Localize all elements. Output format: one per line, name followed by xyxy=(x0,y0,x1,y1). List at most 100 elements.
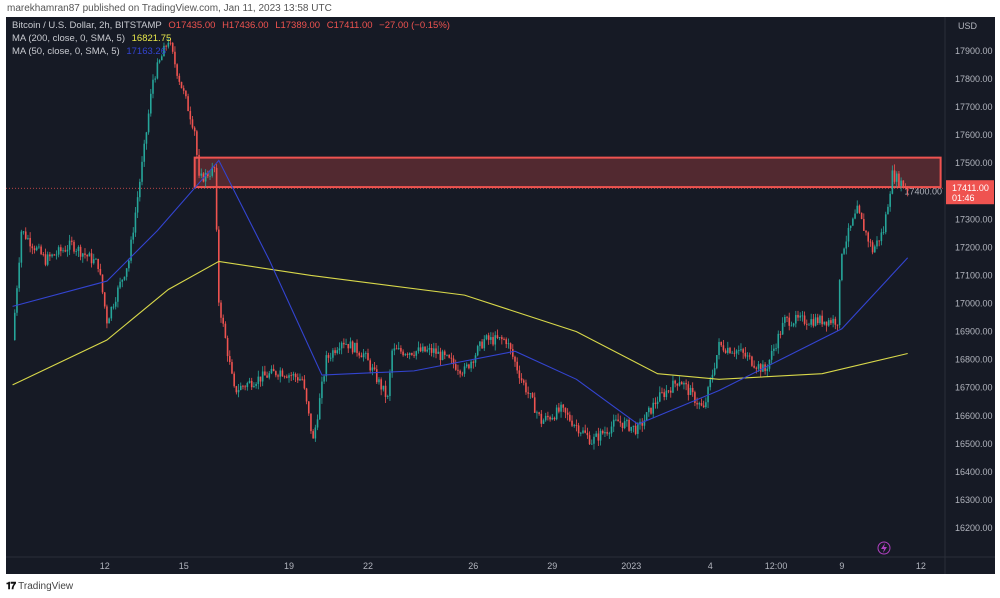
candle-body xyxy=(81,253,84,257)
candle-body xyxy=(580,432,582,434)
candle-body xyxy=(310,413,312,432)
candle-body xyxy=(540,413,543,424)
candle-body xyxy=(354,342,356,353)
candle-body xyxy=(33,248,36,251)
candle-body xyxy=(481,341,483,349)
candle-body xyxy=(588,435,591,445)
candle-body xyxy=(66,249,69,252)
candle-body xyxy=(279,370,282,377)
candle-body xyxy=(60,247,62,252)
candle-body xyxy=(849,225,852,228)
candle-body xyxy=(867,232,870,242)
candle-body xyxy=(156,62,159,79)
ma50-label: MA (50, close, 0, SMA, 5) xyxy=(12,46,120,57)
price-tick-label: 17600.00 xyxy=(955,130,993,140)
candle-body xyxy=(112,306,115,308)
candle-body xyxy=(277,375,279,377)
candle-body xyxy=(108,318,110,324)
candle-body xyxy=(303,379,306,389)
candle-body xyxy=(834,318,837,325)
candle-body xyxy=(323,376,325,382)
candle-body xyxy=(389,372,391,397)
candle-body xyxy=(384,385,387,397)
candle-body xyxy=(590,443,593,445)
candle-body xyxy=(171,43,174,52)
candle-body xyxy=(301,378,303,380)
ma50-legend[interactable]: MA (50, close, 0, SMA, 5) 17163.26 xyxy=(12,46,170,57)
price-tick-label: 17100.00 xyxy=(955,270,993,280)
candlestick-chart[interactable]: USD 16200.00 16300.00 16400.00 16500.00 16600… xyxy=(6,17,995,574)
candle-body xyxy=(470,361,472,369)
candle-body xyxy=(869,241,872,243)
candle-body xyxy=(365,353,367,354)
candle-body xyxy=(731,352,733,354)
candle-body xyxy=(101,274,104,293)
candle-body xyxy=(408,353,411,355)
candle-body xyxy=(898,173,900,186)
change-value: −27.00 (−0.15%) xyxy=(379,20,450,31)
candle-body xyxy=(878,240,880,242)
candle-body xyxy=(852,218,854,226)
candle-body xyxy=(511,349,514,357)
candle-body xyxy=(318,398,321,420)
candle-body xyxy=(237,390,240,393)
candle-body xyxy=(169,42,172,44)
candle-body xyxy=(562,404,565,408)
candle-body xyxy=(737,350,740,352)
candle-body xyxy=(437,351,440,354)
candle-body xyxy=(841,253,843,281)
candle-body xyxy=(593,436,595,444)
candle-body xyxy=(503,339,505,340)
chart-panel[interactable]: USD 16200.00 16300.00 16400.00 16500.00 16600… xyxy=(6,17,995,574)
candle-body xyxy=(439,351,442,360)
candle-body xyxy=(900,180,902,186)
candle-body xyxy=(261,371,264,382)
ma200-value: 16821.75 xyxy=(131,33,172,44)
candle-body xyxy=(533,397,536,413)
symbol-title: Bitcoin / U.S. Dollar, 2h, BITSTAMP xyxy=(12,20,162,31)
candle-body xyxy=(496,335,499,339)
candle-body xyxy=(174,51,176,65)
candle-body xyxy=(191,119,194,128)
time-tick-label: 22 xyxy=(363,561,373,571)
candle-body xyxy=(196,131,198,155)
candle-body xyxy=(889,193,891,207)
candle-body xyxy=(674,380,676,384)
candle-body xyxy=(193,127,196,132)
candle-body xyxy=(207,172,209,177)
time-tick-label: 4 xyxy=(708,561,713,571)
time-tick-label: 19 xyxy=(284,561,294,571)
candle-body xyxy=(663,392,665,398)
candle-body xyxy=(810,319,812,325)
candle-body xyxy=(621,422,624,429)
candle-body xyxy=(147,113,150,133)
candle-body xyxy=(296,377,299,381)
candle-body xyxy=(22,231,25,233)
candle-body xyxy=(426,349,429,352)
candle-body xyxy=(547,415,549,418)
candle-body xyxy=(286,376,288,378)
price-tick-label: 16200.00 xyxy=(955,523,993,533)
candle-body xyxy=(711,374,714,380)
candle-body xyxy=(529,393,532,394)
candle-body xyxy=(57,247,60,255)
ma50-line xyxy=(12,159,909,425)
candle-body xyxy=(448,354,450,358)
candle-body xyxy=(630,426,633,431)
candle-body xyxy=(71,240,73,242)
candle-body xyxy=(724,350,727,353)
candle-body xyxy=(902,180,905,187)
candle-body xyxy=(661,392,663,394)
candle-body xyxy=(182,88,185,91)
candle-body xyxy=(770,350,773,360)
candle-body xyxy=(452,358,455,365)
candle-body xyxy=(553,417,556,420)
candle-body xyxy=(531,393,534,398)
candle-body xyxy=(808,324,810,326)
ma200-legend[interactable]: MA (200, close, 0, SMA, 5) 16821.75 xyxy=(12,33,175,44)
candle-body xyxy=(215,167,218,230)
candle-body xyxy=(75,251,78,252)
candle-body xyxy=(634,425,637,434)
candle-body xyxy=(27,237,29,239)
candle-body xyxy=(428,348,431,350)
